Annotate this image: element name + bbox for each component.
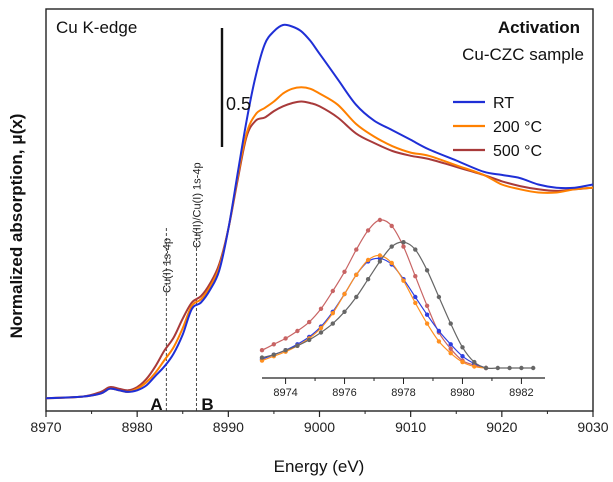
- x-tick-label-2: 8990: [213, 419, 244, 435]
- inset-point-3-14: [424, 268, 430, 273]
- edge-markers: Cu(I) 1s-4p A Cu(II)/Cu(I) 1s-4p B: [150, 162, 213, 414]
- inset-point-2-7: [342, 291, 347, 297]
- marker-label-B: Cu(II)/Cu(I) 1s-4p: [191, 162, 203, 248]
- inset-point-0-14: [424, 303, 430, 308]
- x-tick-label-0: 8970: [30, 419, 61, 435]
- inset-point-0-5: [318, 306, 324, 311]
- inset-point-3-17: [460, 345, 465, 350]
- inset-point-2-9: [365, 257, 371, 263]
- y-axis-title: Normalized absorption, μ(x): [7, 114, 26, 339]
- inset-point-0-8: [354, 247, 359, 252]
- inset-point-3-12: [401, 240, 406, 245]
- inset-point-3-8: [354, 294, 359, 300]
- inset-point-3-4: [307, 337, 312, 343]
- plot-frame: [45, 8, 594, 412]
- inset-tick-label-4: 8982: [509, 387, 533, 399]
- x-axis-title: Energy (eV): [274, 457, 365, 476]
- inset-point-2-11: [389, 260, 394, 266]
- series-line-1: [45, 86, 594, 400]
- inset-point-0-10: [377, 217, 383, 223]
- chart-title: Activation: [498, 18, 580, 37]
- chart-subtitle: Cu-CZC sample: [462, 45, 584, 64]
- x-tick-label-1: 8980: [122, 419, 153, 435]
- inset-point-0-16: [448, 346, 453, 351]
- legend-label-2: 500 °C: [493, 143, 542, 160]
- inset-point-3-5: [318, 330, 324, 335]
- inset-line-3: [261, 241, 534, 370]
- inset-point-3-2: [283, 348, 288, 353]
- inset-point-1-14: [424, 312, 430, 317]
- inset-point-1-16: [448, 342, 453, 347]
- inset-x-ticks: 8974 8976 8978 8980 8982: [273, 378, 534, 399]
- main-series-group: [45, 23, 594, 400]
- inset-point-0-12: [401, 244, 406, 249]
- inset-point-3-1: [271, 352, 276, 357]
- inset-point-3-22: [519, 365, 524, 371]
- inset-point-3-9: [365, 277, 371, 282]
- inset-point-3-7: [342, 309, 347, 314]
- inset-point-0-9: [365, 228, 371, 233]
- marker-label-A: Cu(I) 1s-4p: [161, 238, 173, 293]
- inset-point-2-10: [377, 253, 383, 258]
- marker-letter-A: A: [150, 395, 162, 414]
- inset-point-3-19: [483, 365, 489, 371]
- inset-point-0-1: [271, 342, 276, 347]
- inset-point-1-17: [460, 354, 465, 359]
- x-tick-label-6: 9030: [577, 419, 608, 435]
- inset-point-2-18: [472, 364, 477, 369]
- inset-point-3-6: [330, 321, 335, 326]
- inset-point-3-15: [436, 294, 442, 300]
- marker-letter-B: B: [201, 395, 213, 414]
- inset-point-2-16: [448, 351, 453, 356]
- inset-point-0-3: [295, 328, 300, 334]
- inset-point-0-7: [342, 269, 347, 274]
- inset-point-3-20: [495, 365, 500, 371]
- inset-point-2-6: [330, 311, 335, 316]
- inset-point-3-23: [531, 365, 536, 371]
- inset-tick-label-0: 8974: [273, 387, 297, 399]
- series-line-0: [45, 23, 594, 400]
- inset-point-3-18: [472, 359, 477, 365]
- inset-point-3-11: [389, 244, 394, 249]
- inset-point-3-3: [295, 343, 300, 348]
- scale-bar-label: 0.5: [226, 94, 251, 114]
- inset-point-0-11: [389, 223, 394, 229]
- inset-point-3-16: [448, 321, 453, 326]
- legend-label-0: RT: [493, 95, 514, 112]
- inset-series-group: [259, 217, 536, 371]
- inset-point-0-13: [413, 274, 418, 279]
- inset-point-2-17: [460, 359, 465, 365]
- x-tick-label-5: 9020: [486, 419, 517, 435]
- inset-point-0-0: [259, 348, 265, 353]
- series-line-2: [45, 100, 594, 400]
- inset-point-3-0: [259, 355, 265, 360]
- inset-point-1-13: [413, 294, 418, 300]
- x-tick-label-3: 9000: [304, 419, 335, 435]
- inset-point-0-2: [283, 336, 288, 341]
- inset-point-2-15: [436, 339, 442, 344]
- legend: RT 200 °C 500 °C: [453, 95, 542, 160]
- inset-point-2-13: [413, 300, 418, 306]
- inset-point-2-14: [424, 321, 430, 326]
- inset-point-2-12: [401, 278, 406, 283]
- inset-point-1-15: [436, 328, 442, 334]
- edge-label: Cu K-edge: [56, 18, 137, 37]
- inset-point-2-5: [318, 325, 324, 331]
- legend-label-1: 200 °C: [493, 119, 542, 136]
- inset-tick-label-1: 8976: [332, 387, 356, 399]
- inset-plot: 8974 8976 8978 8980 8982: [259, 217, 545, 399]
- inset-point-0-4: [307, 319, 312, 325]
- inset-point-0-6: [330, 288, 335, 294]
- x-axis-ticks: 8970 8980 8990 9000 9010 9020 9030: [30, 411, 609, 435]
- inset-tick-label-3: 8980: [450, 387, 474, 399]
- x-tick-label-4: 9010: [395, 419, 426, 435]
- inset-tick-label-2: 8978: [391, 387, 415, 399]
- inset-point-3-21: [507, 365, 512, 371]
- inset-point-3-13: [413, 247, 418, 252]
- inset-point-2-8: [354, 272, 359, 277]
- inset-point-3-10: [377, 259, 383, 264]
